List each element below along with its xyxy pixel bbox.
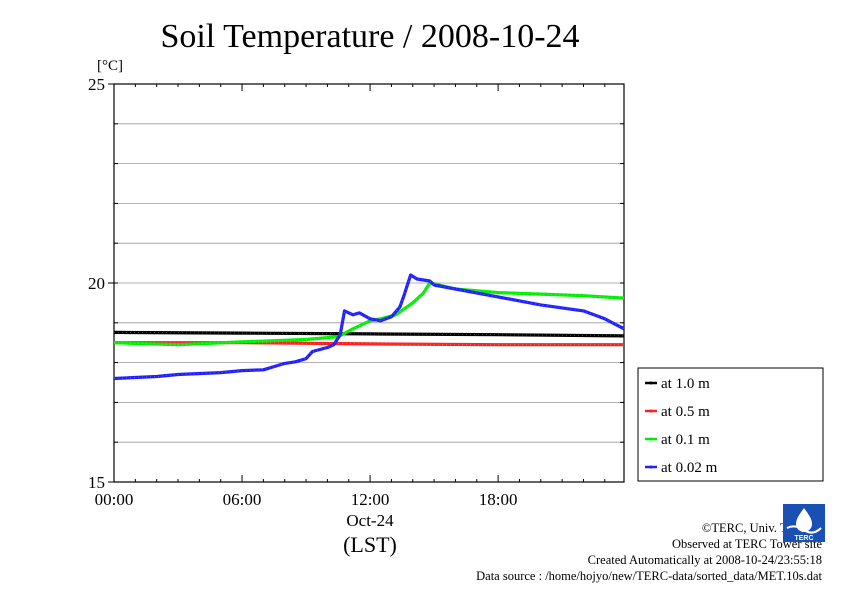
terc-logo-icon: TERC xyxy=(783,504,825,542)
legend: at 1.0 m at 0.5 m at 0.1 m at 0.02 m xyxy=(637,367,824,482)
series-line-0-texture xyxy=(113,332,625,337)
svg-text:TERC: TERC xyxy=(794,535,813,542)
series-line-2 xyxy=(113,281,625,347)
series-line-3 xyxy=(113,273,625,381)
x-date-label: Oct-24 xyxy=(346,511,394,530)
legend-marker xyxy=(649,381,653,385)
gridlines xyxy=(114,123,624,443)
legend-label: at 0.02 m xyxy=(661,460,718,476)
x-tick-label: 06:00 xyxy=(223,490,262,509)
legend-box xyxy=(637,367,824,482)
observed-text: Observed at TERC Tower site xyxy=(671,537,822,551)
axis-ticks: 15 20 25 00:00 06:00 12:00 18:00 xyxy=(88,75,624,509)
legend-label: at 0.5 m xyxy=(661,404,710,420)
series-line-2-texture xyxy=(113,282,625,346)
y-axis-label: [°C] xyxy=(97,58,123,74)
y-tick-label: 20 xyxy=(88,274,105,293)
legend-label: at 0.1 m xyxy=(661,432,710,448)
series-line-1-texture xyxy=(114,342,624,346)
series-line-0 xyxy=(113,330,625,338)
x-tick-label: 18:00 xyxy=(479,490,518,509)
y-tick-label: 25 xyxy=(88,75,105,94)
copyright-text: ©TERC, Univ. Tsukuba xyxy=(701,521,822,535)
legend-marker xyxy=(649,437,653,441)
chart-title: Soil Temperature / 2008-10-24 xyxy=(160,18,579,55)
credits-block: ©TERC, Univ. Tsukuba Observed at TERC To… xyxy=(476,520,822,584)
x-tick-label: 12:00 xyxy=(351,490,390,509)
legend-marker xyxy=(649,409,653,413)
x-tick-label: 00:00 xyxy=(95,490,134,509)
y-tick-label: 15 xyxy=(88,473,105,492)
x-axis-label: (LST) xyxy=(343,532,397,557)
series-lines xyxy=(113,273,625,381)
legend-marker xyxy=(649,465,653,469)
source-text: Data source : /home/hojyo/new/TERC-data/… xyxy=(476,569,822,583)
created-text: Created Automatically at 2008-10-24/23:5… xyxy=(587,553,822,567)
legend-label: at 1.0 m xyxy=(661,376,710,392)
